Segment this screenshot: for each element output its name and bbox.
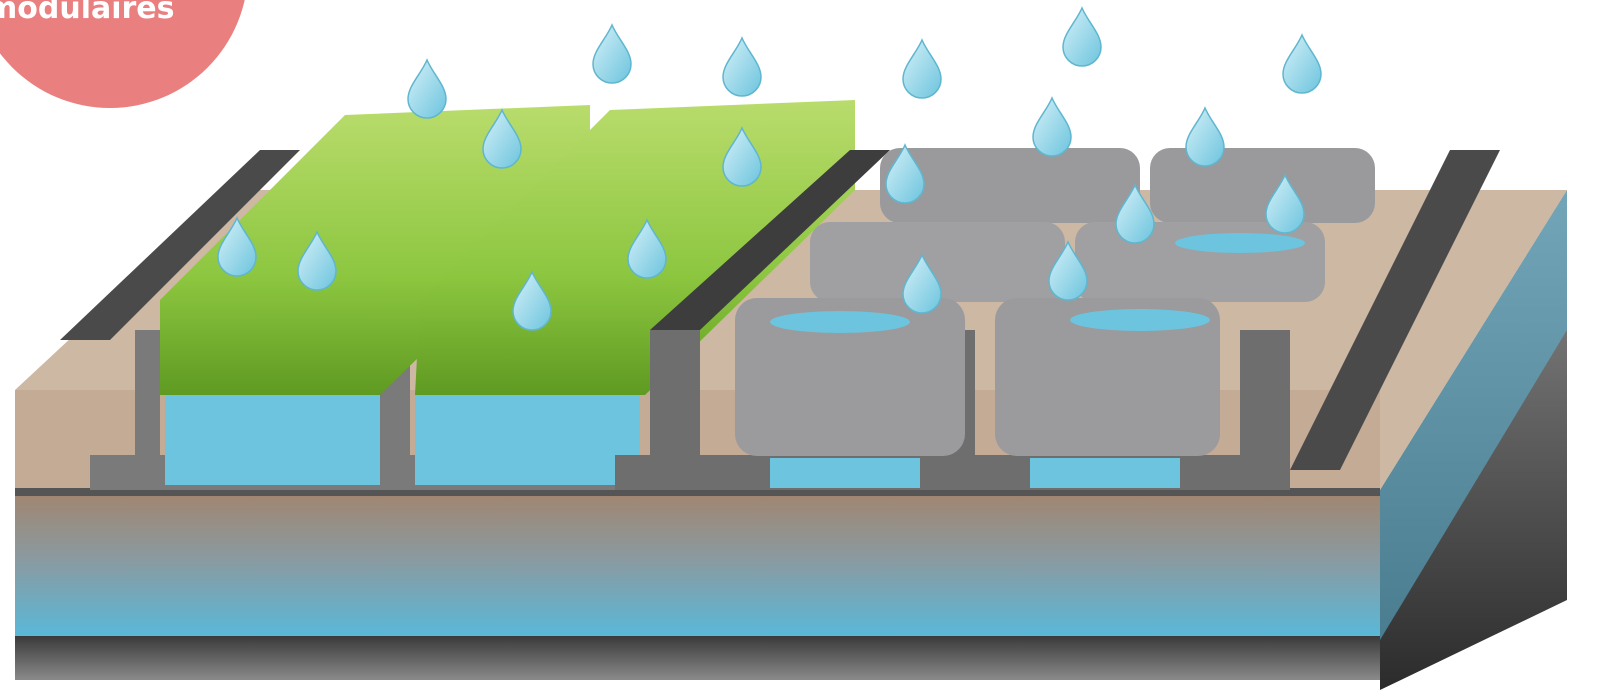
raindrop [217, 216, 257, 277]
paver [810, 222, 1065, 302]
rail [650, 150, 890, 330]
soil-layer [15, 496, 1380, 636]
raindrop [1185, 106, 1225, 167]
raindrop [482, 108, 522, 169]
rail [60, 150, 300, 340]
puddle [1175, 233, 1305, 253]
block-side-water [1380, 190, 1567, 640]
raindrop [407, 58, 447, 119]
paver [1150, 148, 1375, 223]
raindrop [1062, 6, 1102, 67]
raindrop [885, 143, 925, 204]
paver [735, 298, 965, 456]
separator [15, 488, 1380, 496]
raindrop [512, 270, 552, 331]
water [770, 458, 920, 488]
paver [995, 298, 1220, 456]
raindrop [1115, 183, 1155, 244]
label: modulaires [0, 0, 175, 26]
water [1030, 458, 1180, 488]
raindrop [902, 38, 942, 99]
raindrop [722, 36, 762, 97]
label-bubble [0, 0, 245, 108]
raindrop [722, 126, 762, 187]
raindrop [297, 230, 337, 291]
raindrop [1048, 240, 1088, 301]
grass [160, 105, 590, 395]
raindrop [1282, 33, 1322, 94]
puddle [1070, 309, 1210, 331]
raindrops [217, 6, 1322, 331]
raindrop [902, 253, 942, 314]
raindrop [1265, 173, 1305, 234]
paver [880, 148, 1140, 223]
base-layer [15, 636, 1380, 680]
raindrop [627, 218, 667, 279]
raindrop [1032, 96, 1072, 157]
raindrop [592, 23, 632, 84]
puddle [770, 311, 910, 333]
rail [1290, 150, 1500, 470]
water [415, 395, 640, 485]
paver [1075, 222, 1325, 302]
water [165, 395, 380, 485]
